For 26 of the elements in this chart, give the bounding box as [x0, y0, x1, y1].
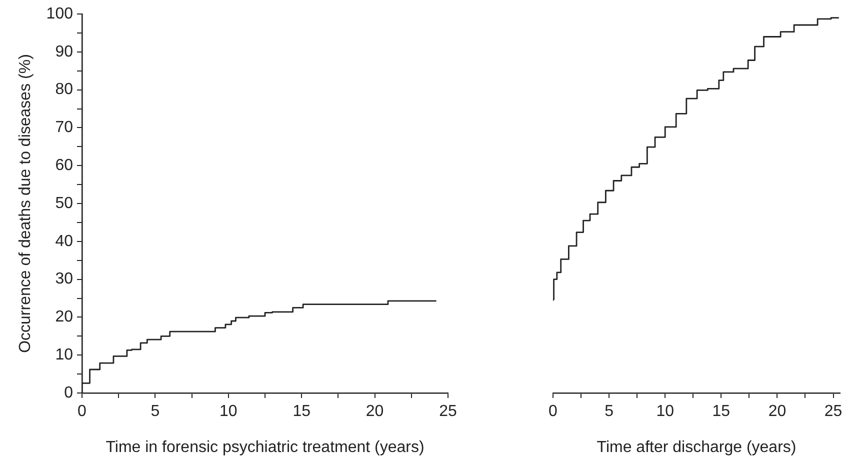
y-tick-label: 40: [55, 232, 74, 250]
y-tick-label: 80: [55, 81, 74, 98]
x-tick-label: 5: [604, 403, 614, 420]
x-tick-label: 0: [548, 403, 558, 420]
x-tick-label: 0: [78, 403, 87, 420]
y-tick-label: 0: [64, 384, 74, 402]
y-axis-title: Occurrence of deaths due to diseases (%): [17, 54, 34, 353]
x-tick-label: 20: [768, 403, 786, 420]
y-tick-label: 30: [55, 270, 74, 288]
y-tick-label: 60: [55, 157, 74, 174]
y-tick-label: 50: [55, 194, 74, 212]
y-tick-label: 90: [55, 43, 74, 60]
x-tick-label: 15: [712, 403, 730, 420]
y-tick-label: 20: [55, 308, 74, 326]
x-tick-label: 20: [366, 403, 384, 420]
x-axis-title: Time in forensic psychiatric treatment (years): [106, 438, 424, 456]
x-tick-label: 15: [292, 403, 311, 420]
x-tick-label: 10: [220, 403, 238, 420]
x-tick-label: 10: [656, 403, 674, 420]
y-tick-label: 100: [46, 5, 74, 22]
y-tick-label: 70: [55, 119, 74, 136]
y-tick-label: 10: [55, 346, 74, 364]
x-axis-title: Time after discharge (years): [596, 438, 796, 456]
x-tick-label: 5: [150, 403, 160, 420]
x-tick-label: 25: [439, 403, 457, 420]
x-tick-label: 25: [824, 403, 842, 420]
